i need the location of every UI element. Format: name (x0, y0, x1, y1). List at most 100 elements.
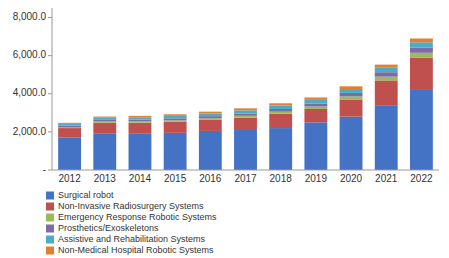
y-axis-line (52, 8, 53, 170)
bar (269, 109, 292, 112)
bar (58, 126, 81, 127)
bar (234, 108, 257, 110)
bar (304, 103, 327, 106)
bar (199, 118, 222, 120)
x-tick-label: 2018 (270, 173, 293, 184)
bar (375, 72, 398, 76)
x-tick-label: 2013 (94, 173, 117, 184)
bar (410, 42, 433, 47)
bar (410, 38, 433, 42)
bar (58, 128, 81, 138)
bar (410, 58, 433, 90)
bar (93, 118, 116, 120)
x-tick-label: 2022 (410, 173, 433, 184)
bar (234, 113, 257, 115)
chart: - 2,000.0 4,000.0 6,000.0 8,000.0 2012 2013 201… (0, 0, 449, 258)
bar (375, 105, 398, 170)
bar (58, 124, 81, 126)
bar (164, 120, 187, 121)
bar (234, 110, 257, 113)
legend-swatch (46, 225, 54, 233)
x-tick-label: 2014 (129, 173, 152, 184)
bar (58, 127, 81, 128)
x-tick-label: 2019 (305, 173, 328, 184)
bar (93, 121, 116, 122)
bar (375, 68, 398, 72)
bar (375, 80, 398, 105)
y-tick (48, 170, 52, 171)
y-tick-label: 6,000.0 (13, 49, 47, 60)
bar (269, 105, 292, 109)
legend-swatch (46, 214, 54, 222)
bar (164, 118, 187, 120)
bar (304, 109, 327, 122)
bar (164, 122, 187, 133)
bar (340, 86, 363, 89)
bar (93, 134, 116, 170)
y-tick (48, 131, 52, 132)
bars (58, 38, 433, 170)
bar (164, 116, 187, 118)
y-tick-label: - (43, 164, 46, 175)
bar (375, 77, 398, 81)
bar (93, 123, 116, 134)
bar (58, 123, 81, 124)
legend-label: Assistive and Rehabilitation Systems (58, 234, 206, 244)
legend-swatch (46, 236, 54, 244)
y-tick-label: 8,000.0 (13, 11, 47, 22)
bar (234, 116, 257, 118)
bar (129, 134, 152, 170)
bar (58, 138, 81, 170)
bar (199, 120, 222, 131)
y-tick (48, 17, 52, 18)
bar (304, 97, 327, 99)
bar (269, 112, 292, 114)
bar (269, 114, 292, 128)
x-tick-label: 2012 (58, 173, 81, 184)
bar (199, 116, 222, 118)
bar (129, 117, 152, 119)
bar (164, 114, 187, 116)
legend-swatch (46, 247, 54, 255)
y-tick (48, 93, 52, 94)
bar (304, 100, 327, 104)
legend-label: Prosthetics/Exoskeletons (58, 223, 159, 233)
legend-swatch (46, 203, 54, 211)
legend-label: Emergency Response Robotic Systems (58, 212, 217, 222)
bar (410, 90, 433, 170)
bar (234, 130, 257, 170)
bar (340, 93, 363, 97)
legend-swatch (46, 192, 54, 200)
legend-label: Non-Invasive Radiosurgery Systems (58, 201, 204, 211)
bar (199, 112, 222, 114)
bar (93, 120, 116, 122)
bar (340, 99, 363, 116)
bar (269, 128, 292, 170)
legend-label: Non-Medical Hospital Robotic Systems (58, 245, 214, 255)
bar (410, 48, 433, 53)
bar (129, 120, 152, 122)
y-tick (48, 55, 52, 56)
bar (164, 133, 187, 170)
bar (129, 116, 152, 117)
bar (304, 107, 327, 109)
x-tick-label: 2016 (199, 173, 222, 184)
bar (304, 122, 327, 170)
x-tick-label: 2015 (164, 173, 187, 184)
y-axis: - 2,000.0 4,000.0 6,000.0 8,000.0 (13, 11, 52, 174)
bar (410, 53, 433, 58)
bar (269, 103, 292, 105)
bar (375, 65, 398, 68)
bar (129, 121, 152, 122)
x-axis-line (52, 170, 439, 171)
bar (129, 123, 152, 134)
y-tick-label: 4,000.0 (13, 87, 47, 98)
bar (340, 89, 363, 93)
legend-label: Surgical robot (58, 190, 114, 200)
bar (340, 117, 363, 170)
y-tick-label: 2,000.0 (13, 126, 47, 137)
bar (199, 131, 222, 170)
x-tick-label: 2017 (234, 173, 257, 184)
x-axis: 2012201320142015201620172018201920202021… (58, 173, 433, 184)
x-tick-label: 2021 (375, 173, 398, 184)
